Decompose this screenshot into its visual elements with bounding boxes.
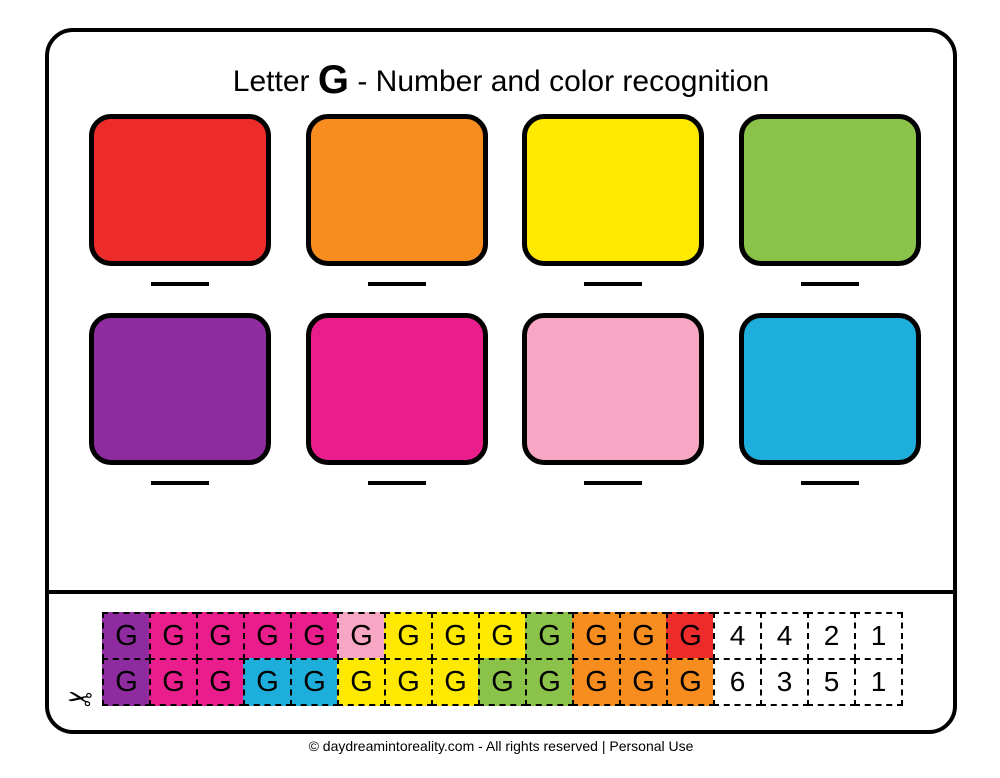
scissors-icon: ✂	[64, 680, 95, 719]
swatch-area	[89, 114, 921, 512]
cut-number-cell: 1	[854, 612, 903, 660]
cut-letter-cell: G	[243, 612, 292, 660]
cut-number-cell: 1	[854, 658, 903, 706]
answer-blank	[739, 272, 921, 291]
color-swatch	[89, 313, 271, 465]
cut-number-cell: 6	[713, 658, 762, 706]
cut-letter-cell: G	[525, 658, 574, 706]
cut-letter-cell: G	[102, 658, 151, 706]
cut-letter-cell: G	[666, 658, 715, 706]
color-swatch	[522, 114, 704, 266]
color-swatch	[89, 114, 271, 266]
cut-number-cell: 4	[760, 612, 809, 660]
color-swatch	[522, 313, 704, 465]
cut-letter-cell: G	[290, 658, 339, 706]
color-swatch	[739, 313, 921, 465]
cut-letter-cell: G	[572, 612, 621, 660]
footer-text: © daydreamintoreality.com - All rights r…	[49, 738, 953, 754]
answer-blank	[306, 471, 488, 490]
cut-row: GGGGGGGGGGGGG6351	[104, 660, 952, 706]
cut-letter-cell: G	[478, 612, 527, 660]
cut-number-cell: 3	[760, 658, 809, 706]
title-suffix: - Number and color recognition	[357, 65, 769, 98]
cut-letter-cell: G	[478, 658, 527, 706]
worksheet-title: Letter G - Number and color recognition	[49, 58, 953, 103]
cut-letter-cell: G	[572, 658, 621, 706]
worksheet-frame: Letter G - Number and color recognition …	[45, 28, 957, 734]
swatch-row-1	[89, 114, 921, 266]
title-prefix: Letter	[233, 65, 310, 98]
cut-number-cell: 5	[807, 658, 856, 706]
cut-letter-cell: G	[431, 612, 480, 660]
cut-letter-cell: G	[196, 612, 245, 660]
cut-letter-cell: G	[619, 612, 668, 660]
color-swatch	[306, 114, 488, 266]
cut-letter-cell: G	[149, 658, 198, 706]
blank-row-1	[89, 272, 921, 291]
section-divider	[49, 590, 953, 594]
cut-grid: GGGGGGGGGGGGG4421GGGGGGGGGGGGG6351	[104, 614, 952, 706]
cut-letter-cell: G	[337, 612, 386, 660]
cut-letter-cell: G	[431, 658, 480, 706]
answer-blank	[522, 471, 704, 490]
cut-letter-cell: G	[525, 612, 574, 660]
cut-letter-cell: G	[102, 612, 151, 660]
cut-letter-cell: G	[243, 658, 292, 706]
cut-letter-cell: G	[196, 658, 245, 706]
answer-blank	[306, 272, 488, 291]
cut-letter-cell: G	[384, 658, 433, 706]
cut-letter-cell: G	[290, 612, 339, 660]
cut-number-cell: 2	[807, 612, 856, 660]
cut-letter-cell: G	[666, 612, 715, 660]
answer-blank	[89, 272, 271, 291]
swatch-row-2	[89, 313, 921, 465]
color-swatch	[739, 114, 921, 266]
blank-row-2	[89, 471, 921, 490]
cut-letter-cell: G	[384, 612, 433, 660]
answer-blank	[89, 471, 271, 490]
cut-row: GGGGGGGGGGGGG4421	[104, 614, 952, 660]
cut-letter-cell: G	[619, 658, 668, 706]
cut-number-cell: 4	[713, 612, 762, 660]
answer-blank	[739, 471, 921, 490]
title-letter: G	[318, 58, 349, 102]
cut-letter-cell: G	[337, 658, 386, 706]
answer-blank	[522, 272, 704, 291]
color-swatch	[306, 313, 488, 465]
cut-letter-cell: G	[149, 612, 198, 660]
cut-out-strip: GGGGGGGGGGGGG4421GGGGGGGGGGGGG6351	[104, 614, 952, 706]
